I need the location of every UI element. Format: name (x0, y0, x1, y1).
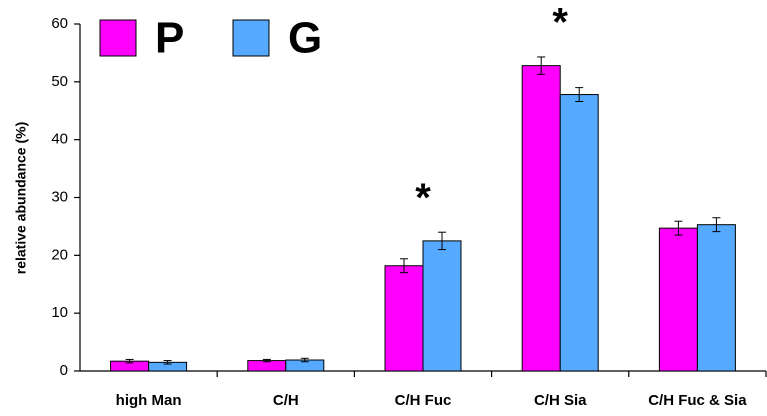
x-tick-label: C/H Fuc (395, 392, 452, 409)
y-axis-label: relative abundance (%) (13, 122, 29, 275)
bar (658, 227, 698, 372)
annotation: * (552, 1, 568, 45)
y-tick-label: 0 (60, 362, 68, 379)
y-tick-label: 10 (51, 304, 68, 321)
bar (384, 265, 424, 372)
x-tick-label: C/H (273, 392, 299, 409)
bar (559, 94, 599, 372)
y-tick-label: 20 (51, 246, 68, 263)
legend-label: P (155, 14, 184, 63)
y-tick-label: 60 (51, 15, 68, 32)
x-tick-label: high Man (116, 392, 182, 409)
x-tick-label: C/H Sia (534, 392, 587, 409)
y-tick-label: 40 (51, 131, 68, 148)
bar (422, 240, 462, 372)
legend-swatch (99, 19, 137, 57)
y-tick-label: 50 (51, 73, 68, 90)
bar (696, 224, 736, 372)
legend-swatch (232, 19, 270, 57)
bar (521, 65, 561, 372)
annotation: * (415, 176, 431, 220)
y-tick-label: 30 (51, 188, 68, 205)
legend-label: G (288, 14, 322, 63)
x-tick-label: C/H Fuc & Sia (648, 392, 747, 409)
